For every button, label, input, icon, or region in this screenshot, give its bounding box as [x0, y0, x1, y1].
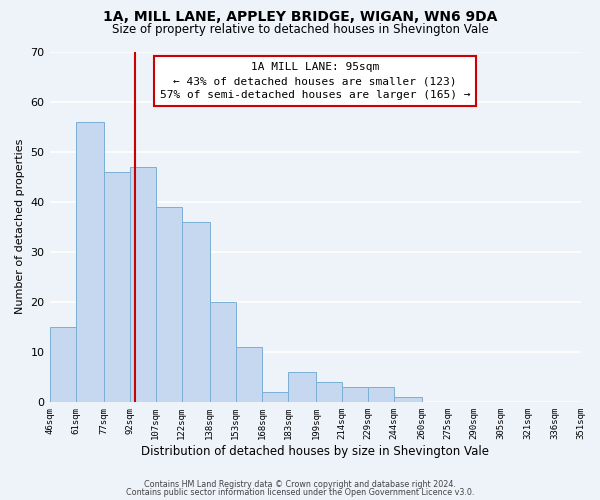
Bar [156, 206, 182, 402]
Text: 1A MILL LANE: 95sqm
← 43% of detached houses are smaller (123)
57% of semi-detac: 1A MILL LANE: 95sqm ← 43% of detached ho… [160, 62, 470, 100]
Text: Size of property relative to detached houses in Shevington Vale: Size of property relative to detached ho… [112, 22, 488, 36]
Bar [316, 382, 342, 402]
Bar [262, 392, 288, 402]
Bar [236, 347, 262, 402]
Bar [50, 327, 76, 402]
Bar [76, 122, 104, 402]
Bar [342, 387, 368, 402]
Bar [130, 166, 156, 402]
X-axis label: Distribution of detached houses by size in Shevington Vale: Distribution of detached houses by size … [141, 444, 489, 458]
Bar [394, 397, 422, 402]
Y-axis label: Number of detached properties: Number of detached properties [15, 139, 25, 314]
Text: Contains public sector information licensed under the Open Government Licence v3: Contains public sector information licen… [126, 488, 474, 497]
Bar [209, 302, 236, 402]
Bar [368, 387, 394, 402]
Text: Contains HM Land Registry data © Crown copyright and database right 2024.: Contains HM Land Registry data © Crown c… [144, 480, 456, 489]
Bar [104, 172, 130, 402]
Bar [182, 222, 209, 402]
Bar [288, 372, 316, 402]
Text: 1A, MILL LANE, APPLEY BRIDGE, WIGAN, WN6 9DA: 1A, MILL LANE, APPLEY BRIDGE, WIGAN, WN6… [103, 10, 497, 24]
